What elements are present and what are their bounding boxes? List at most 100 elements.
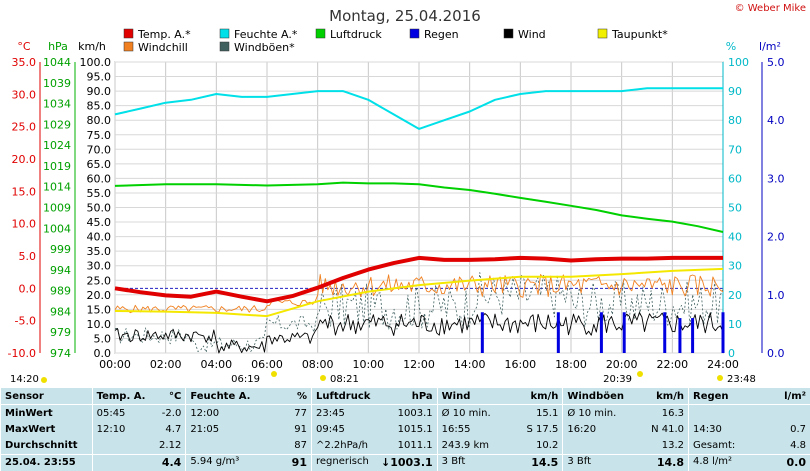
legend-swatch	[315, 28, 326, 39]
temp-tick-label: 10.0	[12, 218, 37, 231]
x-tick-label: 10:00	[352, 358, 384, 371]
rain-bar	[721, 312, 725, 353]
sunrise-label: 06:19	[231, 374, 260, 385]
rain-tick-label: 5.0	[767, 56, 785, 69]
series-layer	[114, 87, 725, 354]
rain-bar	[622, 312, 626, 353]
pressure-tick-label: 1039	[43, 77, 71, 90]
temp-tick-label: 20.0	[12, 153, 37, 166]
wind-tick-label: 95.0	[87, 71, 112, 84]
time-markers: 14:20 06:19 08:21 20:39 23:48	[10, 371, 756, 385]
humidity-tick-label: 50	[728, 202, 742, 215]
humidity-tick-label: 60	[728, 172, 742, 185]
sun-marker-icon	[637, 371, 643, 377]
hdr-rain: Regen l/m²	[688, 388, 810, 406]
wind-tick-label: 75.0	[87, 129, 112, 142]
rain-bar	[480, 312, 484, 353]
temp-tick-label: 30.0	[12, 88, 37, 101]
humidity-tick-label: 70	[728, 143, 742, 156]
pressure-tick-label: 989	[50, 285, 71, 298]
wind-tick-label: 35.0	[87, 245, 112, 258]
wind-tick-label: 85.0	[87, 100, 112, 113]
legend-label: Luftdruck	[330, 28, 382, 41]
pressure-axis-unit: hPa	[48, 40, 68, 53]
sunrise-2-label: 08:21	[330, 374, 359, 385]
legend-swatch	[219, 41, 230, 52]
wind-tick-label: 10.0	[87, 318, 112, 331]
legend-swatch	[409, 28, 420, 39]
pressure-line	[114, 181, 724, 233]
pressure-tick-label: 979	[50, 326, 71, 339]
rain-tick-label: 3.0	[767, 172, 785, 185]
rain-tick-label: 0.0	[767, 347, 785, 360]
wind-tick-label: 25.0	[87, 274, 112, 287]
temp-tick-label: 0.0	[19, 282, 37, 295]
legend-swatch	[597, 28, 608, 39]
gust-line	[114, 272, 724, 353]
wind-tick-label: 40.0	[87, 231, 112, 244]
rain-bar	[556, 312, 560, 353]
x-tick-label: 02:00	[150, 358, 182, 371]
temp-tick-label: -10.0	[8, 347, 36, 360]
legend-label: Windböen*	[234, 41, 295, 54]
rain-tick-label: 2.0	[767, 231, 785, 244]
stats-row-avg: Durchschnitt 2.12 87 ^2.2hPa/h 1011.1 243…	[0, 437, 810, 455]
rain-bar	[599, 312, 603, 353]
temp-tick-label: 35.0	[12, 56, 37, 69]
temp-tick-label: 5.0	[19, 250, 37, 263]
sun-marker-icon	[41, 377, 47, 383]
chart-title: Montag, 25.04.2016	[329, 7, 481, 25]
wind-tick-label: 45.0	[87, 216, 112, 229]
axes: 35.030.025.020.015.010.05.00.0-5.0-10.01…	[8, 56, 785, 371]
rain-bar	[678, 318, 682, 353]
rain-axis-unit: l/m²	[759, 40, 781, 53]
dewpoint-line	[114, 267, 724, 318]
x-tick-label: 22:00	[656, 358, 688, 371]
stats-row-max: MaxWert 12:10 4.7 21:05 91 09:45 1015.1 16:…	[0, 421, 810, 438]
x-tick-label: 12:00	[403, 358, 435, 371]
hdr-wind: Wind km/h	[436, 388, 563, 406]
humidity-line	[114, 87, 723, 130]
temp-tick-label: -5.0	[15, 315, 36, 328]
legend-label: Regen	[424, 28, 459, 41]
humidity-tick-label: 80	[728, 114, 742, 127]
sun-marker-icon	[271, 371, 277, 377]
marker-right-label: 23:48	[727, 374, 756, 385]
hdr-press: Luftdruck hPa	[310, 388, 438, 406]
legend-label: Taupunkt*	[611, 28, 668, 41]
pressure-tick-label: 1004	[43, 222, 71, 235]
legend-label: Windchill	[138, 41, 188, 54]
legend-swatch	[123, 28, 134, 39]
x-tick-label: 20:00	[606, 358, 638, 371]
legend-label: Feuchte A.*	[234, 28, 298, 41]
legend-label: Wind	[518, 28, 546, 41]
legend-swatch	[219, 28, 230, 39]
rain-bar	[691, 318, 695, 353]
wind-tick-label: 0.0	[94, 347, 112, 360]
x-tick-label: 00:00	[99, 358, 131, 371]
pressure-tick-label: 1034	[43, 98, 71, 111]
wind-tick-label: 50.0	[87, 202, 112, 215]
x-tick-label: 08:00	[302, 358, 334, 371]
legend-swatch	[123, 41, 134, 52]
temperature-line	[114, 255, 723, 304]
wind-tick-label: 100.0	[80, 56, 112, 69]
x-tick-label: 14:00	[454, 358, 486, 371]
humidity-tick-label: 30	[728, 260, 742, 273]
sunset-label: 20:39	[603, 374, 632, 385]
legend: Temp. A.* Feuchte A.* Luftdruck Regen Wind Ta…	[123, 28, 668, 54]
humidity-tick-label: 10	[728, 318, 742, 331]
pressure-tick-label: 1014	[43, 181, 71, 194]
pressure-tick-label: 994	[50, 264, 71, 277]
wind-tick-label: 5.0	[94, 332, 112, 345]
legend-swatch	[503, 28, 514, 39]
humidity-tick-label: 100	[728, 56, 749, 69]
stats-header-row: Sensor Temp. A. °C Feuchte A.% Luftdruck h…	[0, 388, 810, 406]
humidity-tick-label: 90	[728, 85, 742, 98]
pressure-tick-label: 1044	[43, 56, 71, 69]
sun-marker-icon	[320, 375, 326, 381]
pressure-tick-label: 974	[50, 347, 71, 360]
stats-row-min: MinWert 05:45 -2.0 12:00 77 23:45 1003.1 Ø …	[0, 404, 810, 422]
sun-marker-icon	[717, 375, 723, 381]
hdr-temp: Temp. A. °C	[91, 388, 186, 406]
